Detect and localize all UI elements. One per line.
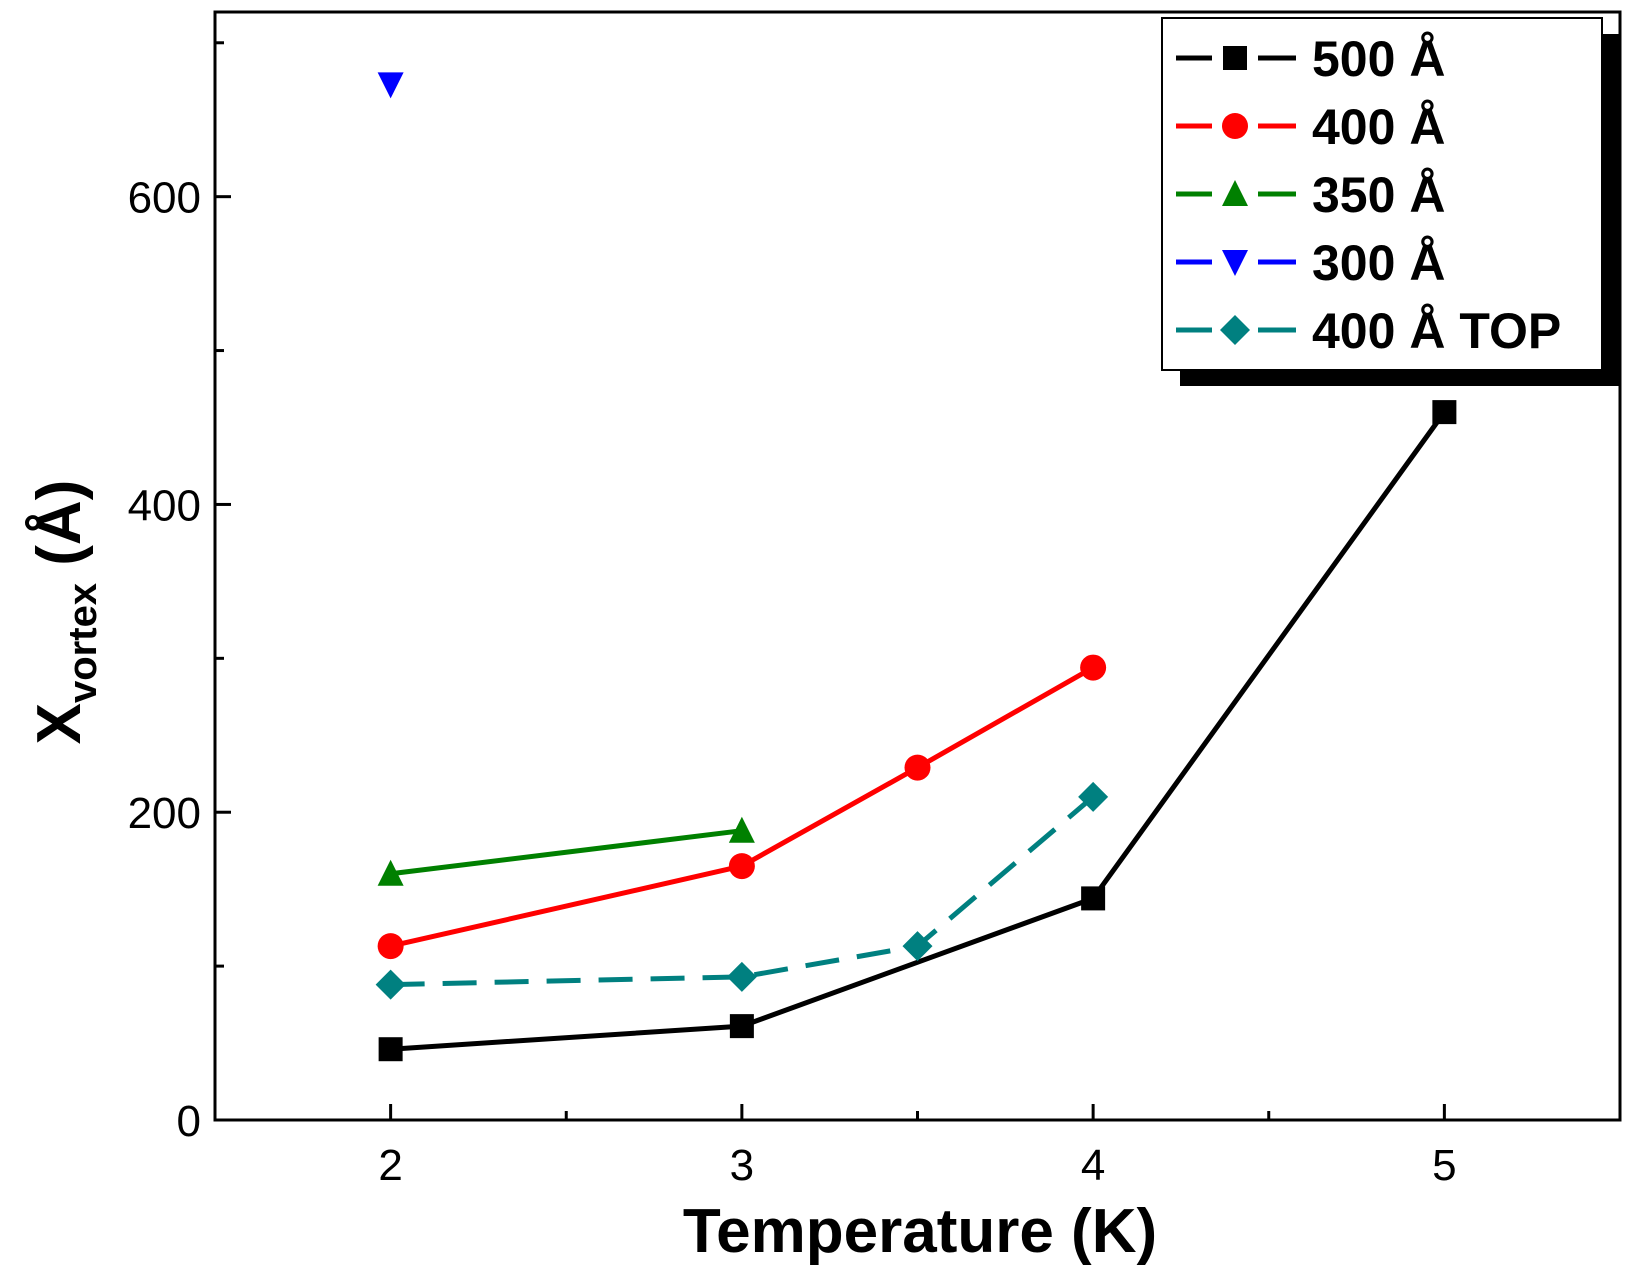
x-tick-label: 3	[730, 1141, 754, 1190]
y-axis-title-sub: vortex	[61, 583, 105, 703]
legend-item-3: 300 Å	[1176, 235, 1445, 291]
series-layer	[375, 72, 1457, 1062]
series-line	[390, 828, 743, 877]
data-point	[728, 853, 755, 880]
legend: 500 Å 400 Å 350 Å 300 Å 400 Å TOP	[1161, 17, 1620, 386]
series-0	[378, 400, 1457, 1062]
data-point	[726, 961, 757, 992]
data-point	[904, 754, 931, 781]
data-point	[1078, 781, 1109, 812]
legend-label: 400 Å	[1312, 99, 1445, 155]
data-point	[378, 1037, 403, 1062]
legend-item-1: 400 Å	[1176, 99, 1445, 155]
y-axis-title: Xvortex (Å)	[25, 480, 105, 745]
y-tick-label: 200	[128, 789, 201, 838]
x-axis-title: Temperature (K)	[683, 1197, 1157, 1266]
x-tick-label: 5	[1432, 1141, 1456, 1190]
series-1	[377, 654, 1107, 960]
data-point	[1432, 400, 1457, 425]
data-point	[728, 816, 755, 843]
series-3	[377, 72, 404, 99]
series-line	[390, 794, 1095, 988]
plot-frame	[213, 10, 1622, 1122]
data-point	[377, 72, 404, 99]
data-point	[377, 859, 404, 886]
data-point	[375, 969, 406, 1000]
data-point	[377, 933, 404, 960]
x-tick-label: 4	[1081, 1141, 1105, 1190]
y-axis-title-main: X	[25, 703, 94, 744]
series-2	[377, 816, 755, 886]
legend-swatch-marker	[1220, 315, 1250, 345]
data-point	[902, 931, 933, 962]
legend-swatch-marker	[1223, 46, 1247, 70]
legend-item-0: 500 Å	[1176, 31, 1445, 87]
legend-label: 400 Å TOP	[1312, 303, 1561, 359]
legend-swatch-marker	[1222, 250, 1248, 276]
y-tick-label: 400	[128, 481, 201, 530]
x-tick-label: 2	[378, 1141, 402, 1190]
labels-layer: 2 3 4 5 0 200 400 600	[128, 174, 1457, 1190]
series-line	[390, 665, 1095, 949]
data-point	[729, 1014, 754, 1039]
legend-label: 350 Å	[1312, 167, 1445, 223]
legend-label: 300 Å	[1312, 235, 1445, 291]
y-tick-label: 600	[128, 174, 201, 223]
legend-item-2: 350 Å	[1176, 167, 1445, 223]
data-point	[1081, 886, 1106, 911]
series-line	[390, 410, 1447, 1052]
legend-label: 500 Å	[1312, 31, 1445, 87]
legend-item-4: 400 Å TOP	[1176, 303, 1561, 359]
legend-swatch-marker	[1222, 113, 1248, 139]
data-point	[1080, 654, 1107, 681]
series-4	[375, 781, 1109, 1000]
svg-text:Xvortex (Å): Xvortex (Å)	[25, 480, 105, 745]
y-tick-label: 0	[177, 1097, 201, 1146]
legend-swatch-marker	[1222, 180, 1248, 206]
y-axis-title-unit: (Å)	[25, 480, 94, 583]
